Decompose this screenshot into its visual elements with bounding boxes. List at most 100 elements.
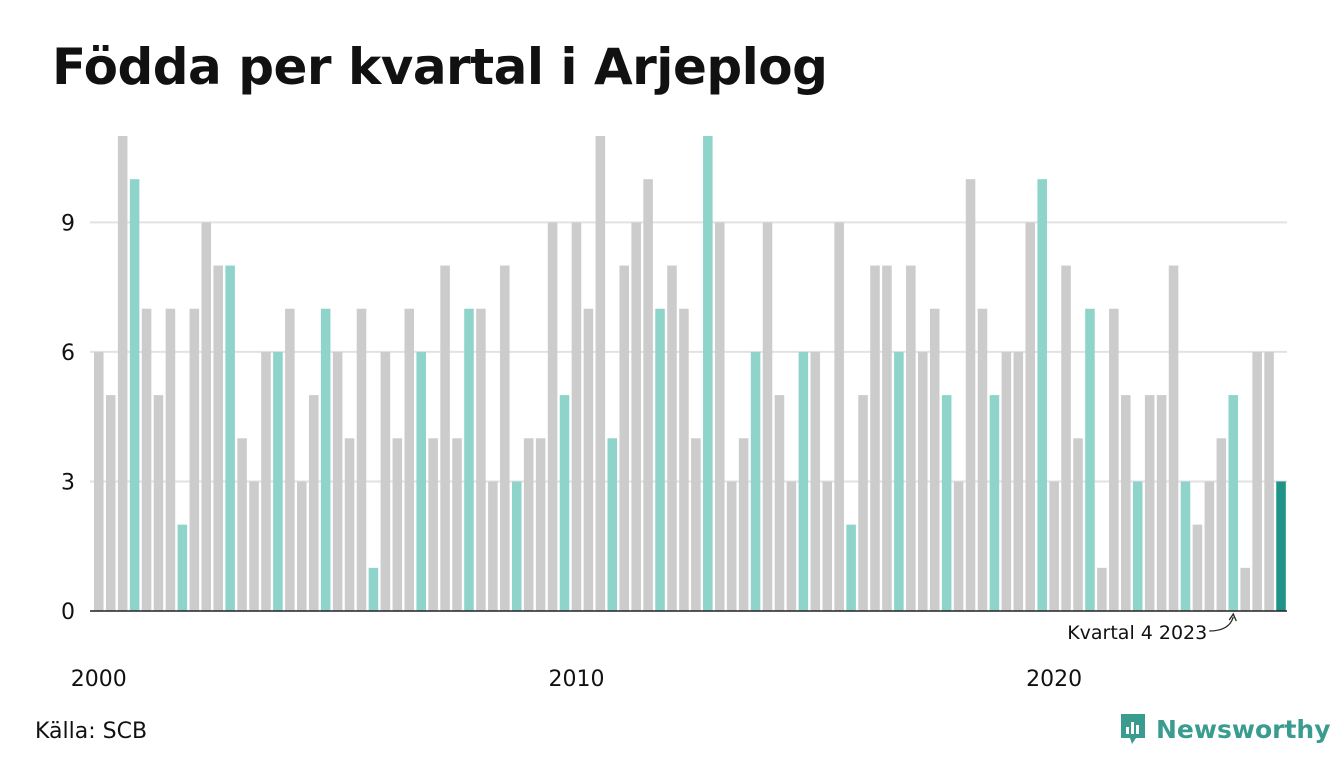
bar [392, 438, 403, 611]
bar [726, 481, 737, 611]
bar [273, 351, 283, 611]
bar [344, 438, 355, 611]
bar [774, 395, 785, 611]
bar [320, 308, 331, 611]
bar [870, 265, 880, 611]
bar [786, 481, 797, 611]
bar [882, 265, 892, 611]
bar [141, 308, 152, 611]
bar [368, 567, 379, 611]
y-tick-label: 9 [61, 211, 75, 236]
bar [1037, 179, 1047, 611]
bar [1121, 395, 1131, 611]
newsworthy-logo-icon [1121, 714, 1145, 744]
bar [308, 395, 319, 611]
brand-logo: Newsworthy [1118, 712, 1331, 746]
bar [297, 481, 307, 611]
bar [798, 351, 809, 611]
bar [714, 222, 725, 611]
bar [703, 136, 713, 611]
bar [452, 438, 462, 611]
bar [189, 308, 200, 611]
bar [1097, 567, 1107, 611]
bar [1240, 567, 1250, 611]
bar [500, 265, 510, 611]
bar [440, 265, 450, 611]
bar [488, 481, 498, 611]
bar [738, 438, 749, 611]
bar [547, 222, 558, 611]
bar [1144, 395, 1155, 611]
bar [332, 351, 343, 611]
bar [535, 438, 546, 611]
bar [989, 395, 1000, 611]
bar [750, 351, 761, 611]
bar [476, 308, 486, 611]
bar [1204, 481, 1215, 611]
x-tick-label: 2010 [548, 667, 604, 692]
annotation-arrowhead [1228, 612, 1237, 622]
bar [977, 308, 988, 611]
bar [643, 179, 653, 611]
bar [1180, 481, 1191, 611]
annotation-label: Kvartal 4 2023 [1067, 622, 1207, 644]
bar [834, 222, 844, 611]
bar [631, 222, 641, 611]
bar [655, 308, 665, 611]
bar [1132, 481, 1143, 611]
bar [1025, 222, 1036, 611]
bar [1085, 308, 1095, 611]
bar [822, 481, 833, 611]
bar [1109, 308, 1119, 611]
x-tick-label: 2020 [1026, 667, 1082, 692]
bar [1061, 265, 1071, 611]
bar [511, 481, 522, 611]
bar [249, 481, 259, 611]
y-tick-label: 3 [61, 470, 75, 495]
bar [153, 395, 164, 611]
bar [464, 308, 474, 611]
bar [619, 265, 629, 611]
bar [953, 481, 964, 611]
bar [607, 438, 618, 611]
bar [583, 308, 594, 611]
bar [1049, 481, 1059, 611]
chart-title: Födda per kvartal i Arjeplog [52, 38, 828, 96]
bar [571, 222, 582, 611]
bar [129, 179, 140, 611]
bar [404, 308, 415, 611]
bar [1192, 524, 1203, 611]
bar [559, 395, 570, 611]
bar [94, 351, 104, 611]
bar [1013, 351, 1024, 611]
x-tick-label: 2000 [71, 667, 127, 692]
bar [1216, 438, 1227, 611]
bar [965, 179, 976, 611]
bar [356, 308, 367, 611]
bar [416, 351, 426, 611]
brand-name: Newsworthy [1156, 714, 1331, 744]
bar [1168, 265, 1179, 611]
bar [595, 136, 606, 611]
bar [105, 395, 116, 611]
bar [1156, 395, 1167, 611]
bar [165, 308, 176, 611]
bar [762, 222, 773, 611]
bar [691, 438, 701, 611]
bar [428, 438, 438, 611]
bar [929, 308, 940, 611]
bar [894, 351, 904, 611]
bar [917, 351, 928, 611]
bar [523, 438, 534, 611]
bar [858, 395, 868, 611]
bar [285, 308, 295, 611]
bar [941, 395, 952, 611]
y-tick-label: 0 [61, 600, 75, 625]
bar [201, 222, 212, 611]
bar [810, 351, 821, 611]
bar [846, 524, 856, 611]
annotation-arrow [1209, 616, 1234, 632]
bar [1073, 438, 1083, 611]
bar [1228, 395, 1239, 611]
bar [1252, 351, 1262, 611]
